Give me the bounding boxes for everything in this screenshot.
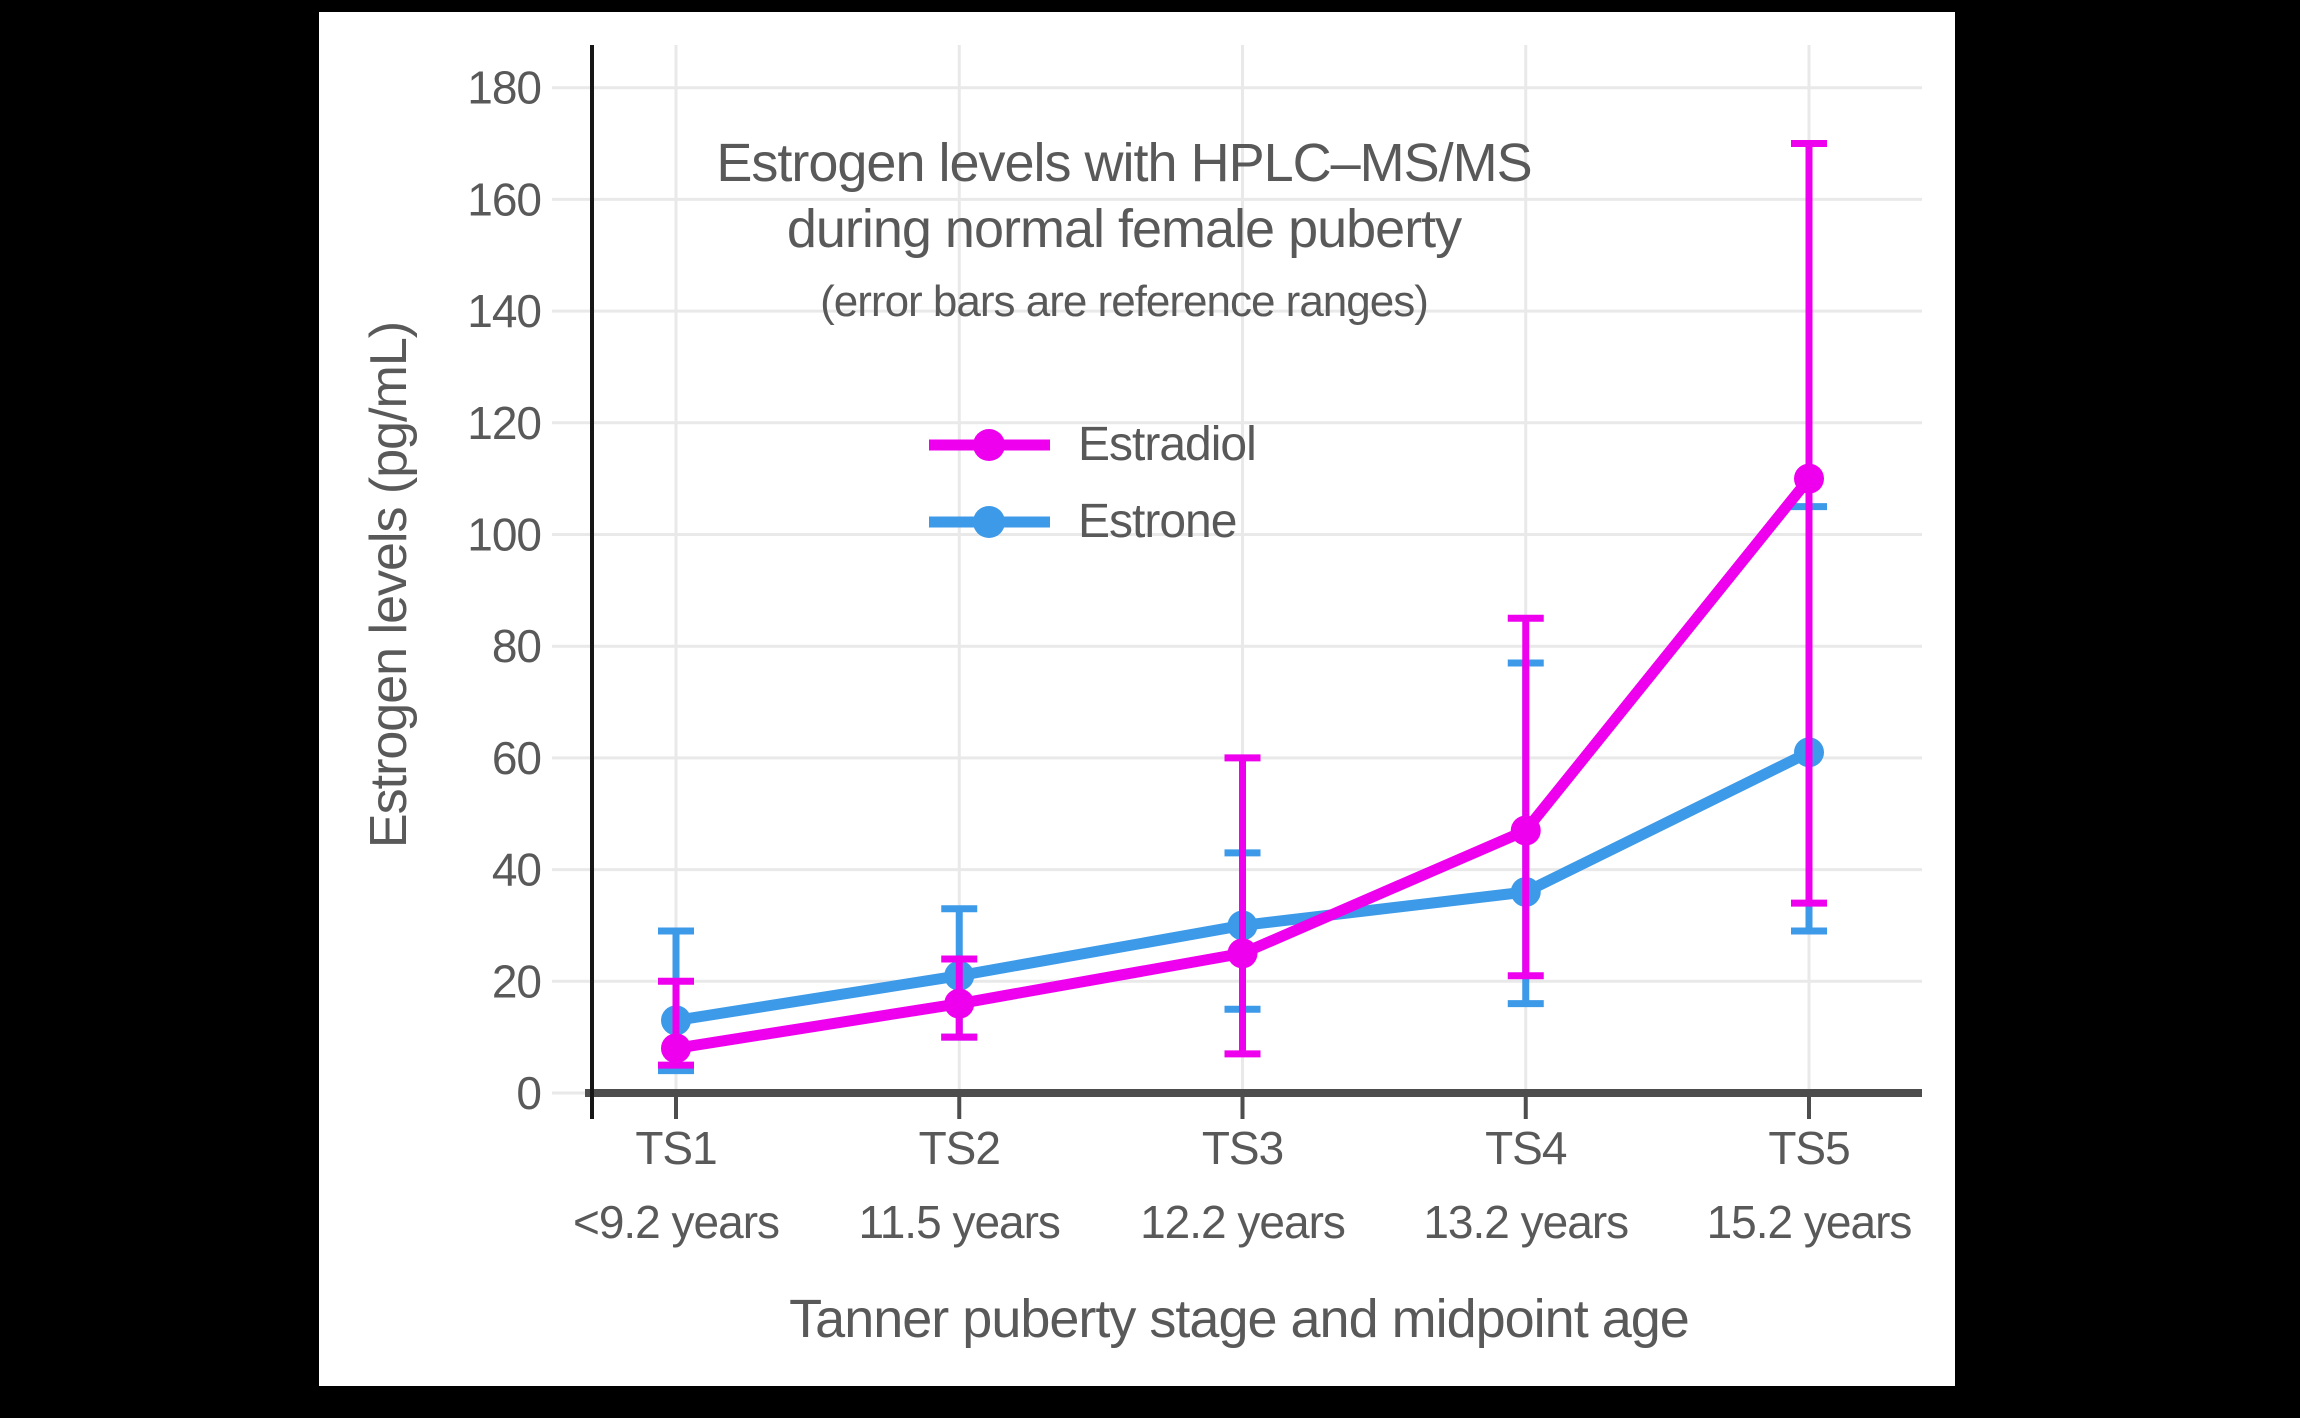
legend-label-estradiol: Estradiol (1078, 418, 1257, 471)
x-age-label: 15.2 years (1707, 1196, 1912, 1248)
chart-title-block: Estrogen levels with HPLC–MS/MS during n… (524, 130, 1724, 330)
x-tick-label: TS5 (1768, 1122, 1849, 1174)
x-tick-label: TS2 (919, 1122, 1000, 1174)
x-tick-label: TS3 (1202, 1122, 1283, 1174)
x-age-label: <9.2 years (573, 1196, 779, 1248)
legend: Estradiol Estrone (927, 406, 1257, 560)
y-tick-label: 40 (492, 844, 541, 896)
data-point-estradiol (661, 1033, 691, 1064)
y-axis-title: Estrogen levels (pg/mL) (360, 321, 418, 849)
x-age-label: 12.2 years (1140, 1196, 1345, 1248)
chart-subtitle: (error bars are reference ranges) (820, 277, 1429, 326)
y-tick-label: 160 (467, 173, 541, 225)
estrone-swatch-icon (929, 505, 1050, 538)
data-point-estradiol (1794, 463, 1824, 494)
data-point-estradiol (944, 988, 975, 1019)
y-tick-label: 80 (492, 620, 541, 672)
data-point-estradiol (1510, 815, 1541, 846)
x-age-label: 11.5 years (859, 1196, 1060, 1248)
x-tick-label: TS1 (635, 1122, 716, 1174)
chart-title-line-1: Estrogen levels with HPLC–MS/MS (716, 133, 1532, 193)
y-tick-label: 20 (492, 955, 541, 1007)
chart-canvas: 0 20 40 60 80 100 120 140 160 180 TS1 <9.2 years TS2… (319, 12, 1955, 1386)
y-tick-label: 60 (492, 732, 541, 784)
y-tick-label: 140 (467, 285, 541, 337)
x-age-label: 13.2 years (1423, 1196, 1628, 1248)
y-tick-label: 0 (516, 1067, 541, 1119)
y-tick-label: 100 (467, 509, 541, 561)
y-tick-label: 180 (467, 62, 541, 114)
x-axis-title: Tanner puberty stage and midpoint age (789, 1289, 1690, 1349)
chart-title-line-2: during normal female puberty (786, 199, 1462, 259)
legend-label-estrone: Estrone (1078, 495, 1237, 548)
data-point-estradiol (1227, 938, 1258, 969)
estradiol-swatch-icon (929, 428, 1050, 461)
x-tick-label: TS4 (1485, 1122, 1567, 1174)
plot-area: 0 20 40 60 80 100 120 140 160 180 TS1 <9.2 years TS2… (467, 45, 1922, 1248)
y-tick-label: 120 (467, 397, 541, 449)
legend-item-estrone: Estrone (927, 483, 1256, 560)
legend-item-estradiol: Estradiol (927, 406, 1257, 483)
